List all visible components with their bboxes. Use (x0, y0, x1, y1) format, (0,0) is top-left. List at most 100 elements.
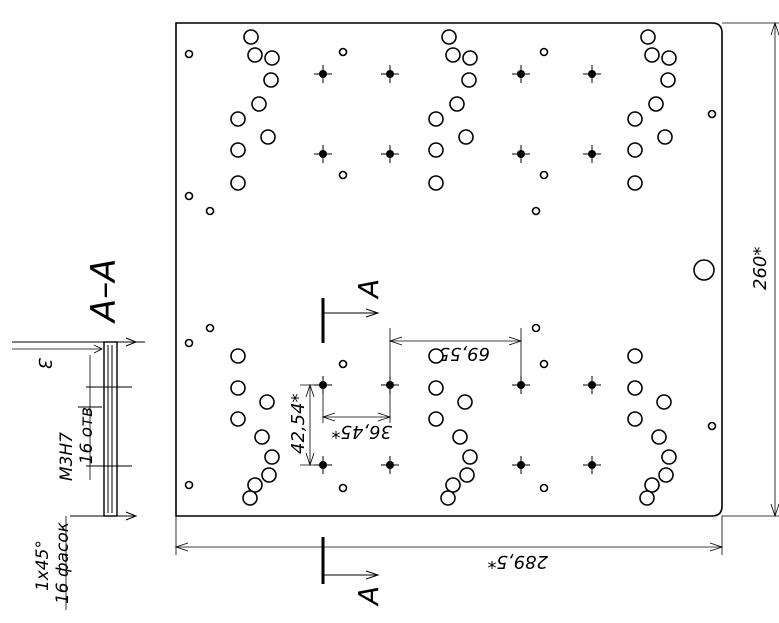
pilot-hole (184, 49, 194, 59)
mounting-hole (264, 449, 280, 465)
mounting-hole (428, 411, 444, 427)
threaded-hole (381, 145, 399, 163)
mounting-hole (661, 50, 677, 66)
mounting-hole (263, 72, 279, 88)
threaded-hole (314, 376, 332, 394)
mounting-hole (462, 449, 478, 465)
mounting-hole (449, 96, 465, 112)
cut-letter-bottom: A (352, 586, 385, 607)
mounting-hole (648, 96, 664, 112)
threaded-hole (512, 145, 530, 163)
mounting-hole (251, 96, 267, 112)
threaded-hole (583, 376, 601, 394)
pitch-small-arrow-right (377, 412, 392, 422)
threaded-hole (583, 456, 601, 474)
pilot-hole (707, 421, 717, 431)
pilot-hole (531, 206, 541, 216)
pilot-hole (539, 483, 549, 493)
mounting-hole (260, 129, 276, 145)
mounting-hole (459, 467, 475, 483)
threaded-hole (314, 65, 332, 83)
dim-top-text: 3 (34, 358, 55, 369)
pilot-hole (531, 323, 541, 333)
mounting-hole (658, 467, 674, 483)
section-view: A–A 3 M3H7 16 отв 1x45° 16 фасок (12, 258, 145, 610)
mounting-hole (660, 72, 676, 88)
mounting-hole (441, 29, 457, 45)
mounting-hole (259, 394, 275, 410)
section-top-arrow (125, 337, 138, 347)
mounting-hole (247, 47, 263, 63)
mounting-hole (462, 50, 478, 66)
mounting-hole (242, 490, 258, 506)
pitch-small-text: 36,45* (331, 421, 392, 442)
mounting-hole (461, 72, 477, 88)
mounting-hole (230, 142, 246, 158)
mounting-hole (264, 50, 280, 66)
mounting-hole (230, 348, 246, 364)
pitch-small-arrow-left (321, 412, 336, 422)
width-dim-text: 289,5* (487, 551, 548, 572)
section-label: A–A (84, 258, 124, 324)
mounting-hole (644, 477, 660, 493)
pilot-hole (205, 206, 215, 216)
pilot-hole (707, 109, 717, 119)
pitch-wide-text: 69,55* (429, 343, 490, 364)
mounting-hole (428, 348, 444, 364)
mounting-hole (247, 477, 263, 493)
mounting-hole (230, 411, 246, 427)
threaded-hole (583, 65, 601, 83)
mounting-hole (640, 29, 656, 45)
pilot-hole (539, 47, 549, 57)
mounting-hole (230, 175, 246, 191)
pitch-wide-arrow-left (388, 336, 403, 346)
mounting-hole (230, 111, 246, 127)
hole-pattern (184, 29, 717, 506)
mounting-hole (627, 175, 643, 191)
thread-count-text: 16 отв (77, 407, 97, 464)
mounting-hole (639, 490, 655, 506)
pitch-wide-arrow-right (508, 336, 523, 346)
threaded-hole (381, 65, 399, 83)
width-arrow-right (709, 542, 724, 552)
mounting-hole (458, 129, 474, 145)
plate-outline (175, 22, 723, 517)
threaded-hole (314, 456, 332, 474)
mounting-hole (243, 29, 259, 45)
pilot-hole (338, 483, 348, 493)
mounting-hole (644, 47, 660, 63)
mounting-hole (445, 477, 461, 493)
threaded-hole (381, 376, 399, 394)
mounting-hole (428, 142, 444, 158)
mounting-hole (230, 380, 246, 396)
cut-letter-top: A (352, 279, 385, 300)
threaded-hole (381, 456, 399, 474)
section-bottom-arrow (125, 511, 138, 521)
pilot-hole (205, 323, 215, 333)
height-arrow-top (770, 21, 779, 36)
pilot-hole (184, 480, 194, 490)
mounting-hole (661, 449, 677, 465)
pilot-hole (184, 338, 194, 348)
pilot-hole (338, 359, 348, 369)
thread-text: M3H7 (57, 432, 77, 481)
locating-hole (693, 259, 715, 281)
mounting-hole (627, 142, 643, 158)
pilot-hole (338, 170, 348, 180)
pilot-hole (184, 191, 194, 201)
dim-top-arrow (93, 344, 103, 354)
height-arrow-bottom (770, 503, 779, 518)
height-dim-text: 260* (750, 247, 771, 290)
mounting-hole (627, 411, 643, 427)
mounting-hole (428, 111, 444, 127)
mounting-hole (445, 47, 461, 63)
pilot-hole (338, 47, 348, 57)
pilot-hole (539, 359, 549, 369)
section-plate (103, 341, 118, 517)
pitch-y-text: 42,54* (288, 393, 309, 454)
mounting-hole (440, 490, 456, 506)
chamfer-count-text: 16 фасок (53, 521, 73, 604)
mounting-hole (428, 175, 444, 191)
plate-view: 260* 289,5* A A 69,55* 36,45* (174, 21, 779, 607)
